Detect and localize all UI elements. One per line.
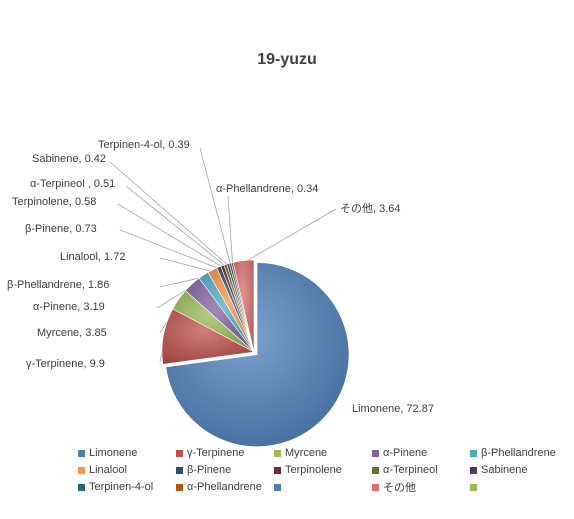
data-label-12: その他, 3.64: [340, 202, 401, 215]
legend-item-3: α-Pinene: [372, 445, 470, 461]
data-label-1: γ-Terpinene, 9.9: [26, 358, 105, 370]
legend-label: その他: [383, 482, 416, 494]
data-label-10: Terpinen-4-ol, 0.39: [98, 139, 190, 151]
legend-label: Sabinene: [481, 464, 528, 476]
leader-line-10: [199, 147, 232, 266]
legend-item-12: [274, 479, 372, 495]
legend-item-4: β-Phellandrene: [470, 445, 568, 461]
legend-item-8: α-Terpineol: [372, 462, 470, 478]
legend-label: Linalool: [89, 464, 127, 476]
legend-item-10: Terpinen-4-ol: [78, 479, 176, 495]
leader-line-12: [243, 208, 337, 263]
legend-swatch: [274, 466, 281, 474]
legend-swatch: [274, 449, 281, 457]
legend-label: α-Phellandrene: [187, 481, 262, 493]
data-labels: Limonene, 72.87 γ-Terpinene, 9.9 Myrcene, …: [7, 139, 434, 415]
legend-item-5: Linalool: [78, 462, 176, 478]
legend-swatch: [78, 466, 85, 474]
leader-line-7: [117, 203, 224, 268]
legend-swatch: [176, 466, 183, 474]
legend-label: Terpinen-4-ol: [89, 481, 154, 493]
chart-title: 19-yuzu: [257, 51, 317, 68]
legend-swatch: [470, 466, 477, 474]
leader-line-4: [159, 276, 205, 288]
legend-swatch: [274, 483, 281, 491]
data-label-11: α-Phellandrene, 0.34: [216, 183, 318, 195]
legend-swatch: [78, 449, 85, 457]
data-label-5: Linalool, 1.72: [60, 251, 125, 263]
legend-item-13: その他: [372, 479, 470, 495]
data-label-8: α-Terpineol , 0.51: [30, 178, 115, 190]
leader-lines: [109, 147, 337, 363]
leader-line-5: [159, 257, 214, 273]
legend-item-9: Sabinene: [470, 462, 568, 478]
legend-label: Limonene: [89, 447, 138, 459]
legend-swatch: [372, 483, 379, 491]
legend-item-14: [470, 479, 568, 495]
legend-swatch: [176, 449, 183, 457]
legend-swatch: [470, 449, 477, 457]
legend-label: γ-Terpinene: [187, 447, 245, 459]
pie-slice-0: [165, 262, 350, 447]
legend-label: α-Pinene: [383, 447, 428, 459]
legend-swatch: [372, 449, 379, 457]
legend-swatch: [78, 483, 85, 491]
leader-line-9: [109, 161, 229, 267]
legend-swatch: [372, 466, 379, 474]
legend-label: α-Terpineol: [383, 464, 438, 476]
legend-label: Terpinolene: [285, 464, 342, 476]
data-label-4: β-Phellandrene, 1.86: [7, 279, 109, 291]
pie-slice-12: [232, 259, 255, 353]
legend-item-2: Myrcene: [274, 445, 372, 461]
legend-item-11: α-Phellandrene: [176, 479, 274, 495]
legend-label: β-Phellandrene: [481, 447, 556, 459]
legend-item-7: Terpinolene: [274, 462, 372, 478]
leader-line-11: [227, 195, 234, 265]
legend-swatch: [176, 483, 183, 491]
data-label-6: β-Pinene, 0.73: [25, 223, 97, 235]
pie-slices: [161, 259, 350, 447]
legend-label: Myrcene: [285, 447, 328, 459]
data-label-9: Sabinene, 0.42: [32, 153, 106, 165]
data-label-0: Limonene, 72.87: [352, 403, 434, 415]
leader-line-6: [119, 229, 220, 270]
data-label-7: Terpinolene, 0.58: [12, 196, 96, 208]
legend-item-0: Limonene: [78, 445, 176, 461]
leader-line-8: [125, 185, 227, 267]
legend-item-1: γ-Terpinene: [176, 445, 274, 461]
data-label-2: Myrcene, 3.85: [37, 327, 107, 339]
legend-swatch: [470, 483, 477, 491]
legend-item-6: β-Pinene: [176, 462, 274, 478]
legend-label: β-Pinene: [187, 464, 232, 476]
data-label-3: α-Pinene, 3.19: [33, 301, 105, 313]
legend: Limonene γ-Terpinene Myrcene α-Pinene β-Phel…: [78, 445, 568, 495]
